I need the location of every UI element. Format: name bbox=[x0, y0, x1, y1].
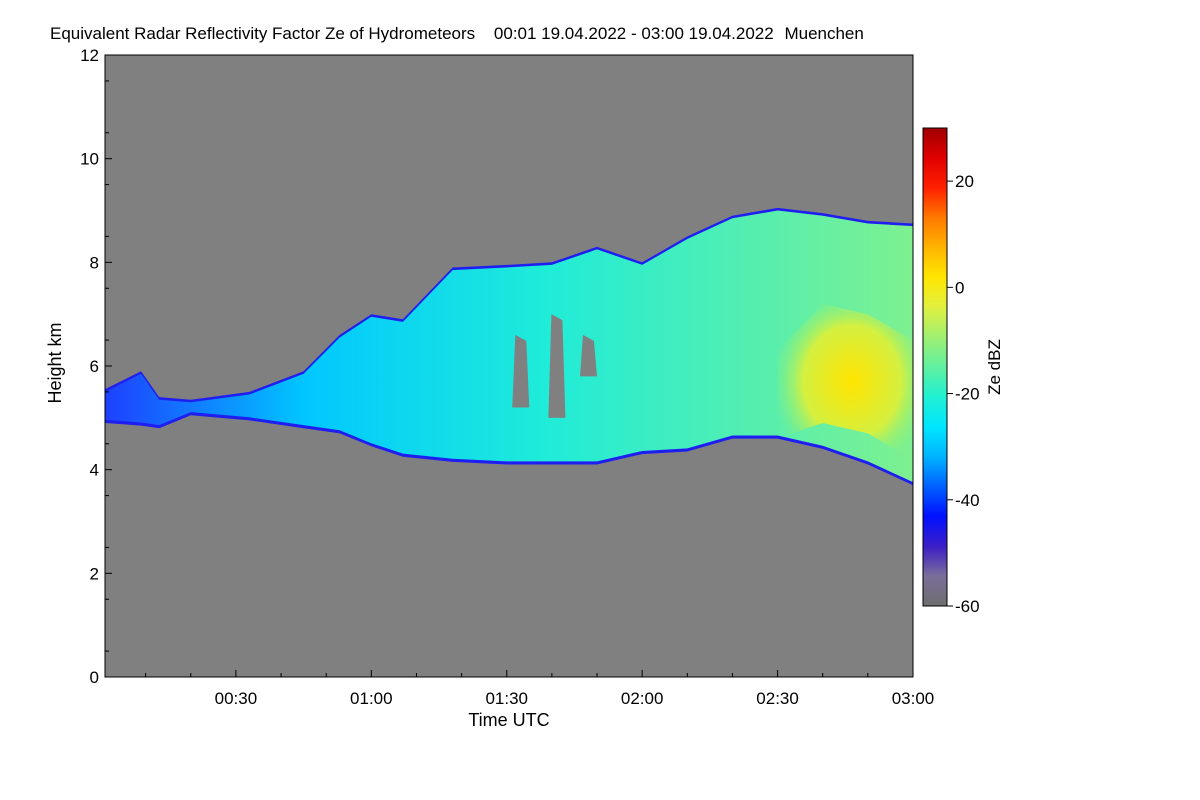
y-tick-label: 2 bbox=[90, 564, 99, 583]
y-tick-label: 8 bbox=[90, 253, 99, 272]
y-tick-label: 12 bbox=[80, 46, 99, 65]
reflectivity-core bbox=[777, 303, 913, 460]
plot-area bbox=[104, 54, 914, 678]
y-tick-label: 4 bbox=[90, 461, 99, 480]
colorbar-tick-label: -40 bbox=[955, 491, 980, 510]
colorbar-tick-label: 20 bbox=[955, 172, 974, 191]
colorbar-tick-label: 0 bbox=[955, 278, 964, 297]
x-tick-label: 02:30 bbox=[756, 689, 799, 708]
y-tick-label: 10 bbox=[80, 150, 99, 169]
y-tick-label: 6 bbox=[90, 357, 99, 376]
x-axis: 00:30 01:00 01:30 02:00 02:30 03:00 bbox=[145, 670, 935, 708]
colorbar: -60 -40 -20 0 20 Ze dBZ bbox=[922, 127, 1004, 616]
colorbar-tick-label: -60 bbox=[955, 597, 980, 616]
colorbar-ticks: -60 -40 -20 0 20 bbox=[947, 172, 980, 616]
colorbar-tick-label: -20 bbox=[955, 385, 980, 404]
y-axis: 0 2 4 6 8 10 12 bbox=[80, 46, 112, 687]
colorbar-scale bbox=[922, 127, 948, 607]
colorbar-label: Ze dBZ bbox=[985, 339, 1004, 395]
x-tick-label: 03:00 bbox=[892, 689, 935, 708]
x-tick-label: 01:30 bbox=[485, 689, 528, 708]
x-tick-label: 02:00 bbox=[621, 689, 664, 708]
x-tick-label: 00:30 bbox=[215, 689, 258, 708]
y-axis-label: Height km bbox=[45, 322, 65, 403]
echo-region bbox=[105, 210, 913, 483]
x-tick-label: 01:00 bbox=[350, 689, 393, 708]
no-echo-gap bbox=[512, 314, 597, 418]
x-axis-label: Time UTC bbox=[468, 710, 549, 730]
chart-title: Equivalent Radar Reflectivity Factor Ze … bbox=[50, 24, 864, 43]
y-tick-label: 0 bbox=[90, 668, 99, 687]
